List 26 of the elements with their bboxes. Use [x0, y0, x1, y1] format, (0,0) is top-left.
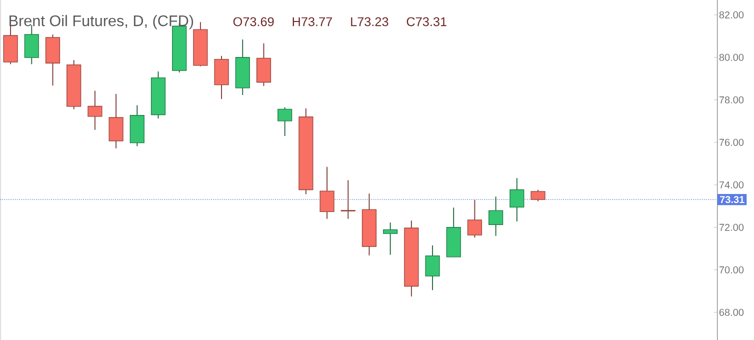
- candlestick: [108, 93, 124, 149]
- annotation: L73.23: [351, 17, 388, 26]
- y-tick-label: 74.00: [719, 181, 744, 188]
- y-tick-label: 70.00: [719, 266, 744, 274]
- candlestick: [530, 189, 546, 202]
- candlestick: [24, 24, 39, 65]
- candlestick: [488, 196, 504, 236]
- candlestick: [278, 106, 292, 136]
- text: Brent Oil Futures, D, (CFD): [10, 14, 194, 30]
- candlestick: [510, 178, 524, 222]
- candlestick: [88, 90, 102, 130]
- candlestick: [383, 222, 398, 256]
- candlestick: [425, 244, 440, 291]
- y-tick-label: 68.00: [719, 308, 744, 316]
- y-tick-label: 72.00: [719, 224, 744, 231]
- candlestick: [467, 199, 482, 238]
- annotation: C73.31: [406, 17, 446, 26]
- y-tick-label: 78.00: [719, 96, 744, 104]
- annotation: H73.77: [292, 17, 332, 26]
- candlestick: [340, 180, 356, 220]
- annotation: O73.69: [233, 17, 274, 26]
- candlestick: [320, 166, 334, 220]
- y-tick-label: 80.00: [719, 54, 744, 61]
- y-tick-label: 82.00: [719, 11, 744, 18]
- y-tick-label: 76.00: [719, 138, 744, 146]
- ref-line-label: 73.31: [720, 196, 744, 204]
